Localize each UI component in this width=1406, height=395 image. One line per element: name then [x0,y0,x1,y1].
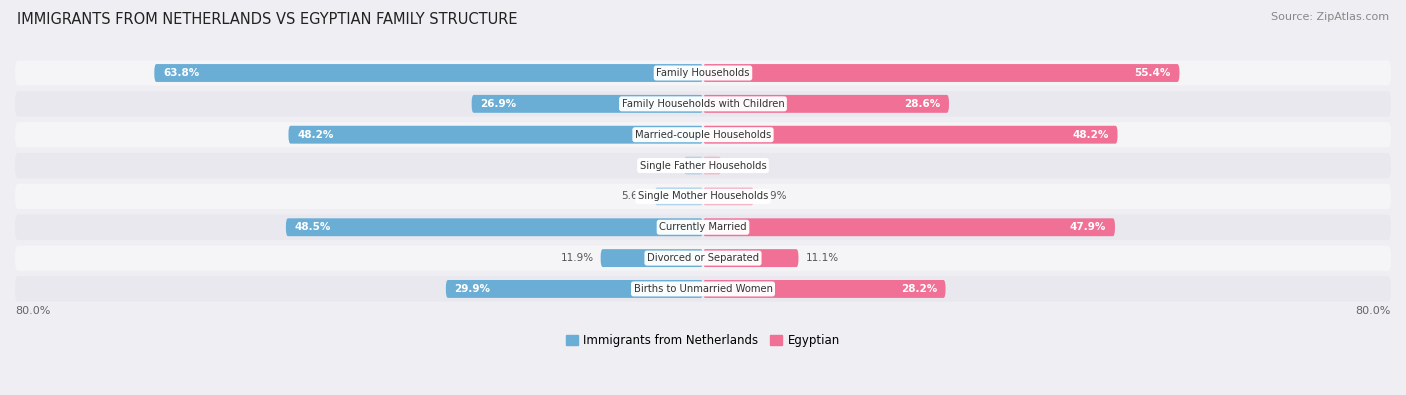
FancyBboxPatch shape [471,95,703,113]
FancyBboxPatch shape [285,218,703,236]
Text: Married-couple Households: Married-couple Households [636,130,770,140]
FancyBboxPatch shape [685,156,703,175]
Text: Single Mother Households: Single Mother Households [638,192,768,201]
Text: 48.2%: 48.2% [297,130,333,140]
Text: Divorced or Separated: Divorced or Separated [647,253,759,263]
FancyBboxPatch shape [15,91,1391,117]
Legend: Immigrants from Netherlands, Egyptian: Immigrants from Netherlands, Egyptian [565,334,841,347]
Text: 5.9%: 5.9% [761,192,787,201]
FancyBboxPatch shape [288,126,703,144]
Text: 2.1%: 2.1% [728,160,755,171]
Text: Births to Unmarried Women: Births to Unmarried Women [634,284,772,294]
FancyBboxPatch shape [703,218,1115,236]
FancyBboxPatch shape [703,126,1118,144]
Text: IMMIGRANTS FROM NETHERLANDS VS EGYPTIAN FAMILY STRUCTURE: IMMIGRANTS FROM NETHERLANDS VS EGYPTIAN … [17,12,517,27]
FancyBboxPatch shape [703,249,799,267]
FancyBboxPatch shape [703,280,945,298]
FancyBboxPatch shape [15,214,1391,240]
FancyBboxPatch shape [703,156,721,175]
Text: Family Households with Children: Family Households with Children [621,99,785,109]
Text: 29.9%: 29.9% [454,284,491,294]
Text: Single Father Households: Single Father Households [640,160,766,171]
FancyBboxPatch shape [15,60,1391,86]
Text: 26.9%: 26.9% [481,99,516,109]
FancyBboxPatch shape [15,122,1391,147]
FancyBboxPatch shape [15,276,1391,302]
FancyBboxPatch shape [15,153,1391,178]
FancyBboxPatch shape [446,280,703,298]
Text: 28.2%: 28.2% [901,284,936,294]
Text: Family Households: Family Households [657,68,749,78]
Text: 5.6%: 5.6% [621,192,648,201]
Text: 48.5%: 48.5% [294,222,330,232]
Text: 48.2%: 48.2% [1073,130,1109,140]
FancyBboxPatch shape [703,64,1180,82]
Text: Currently Married: Currently Married [659,222,747,232]
Text: Source: ZipAtlas.com: Source: ZipAtlas.com [1271,12,1389,22]
FancyBboxPatch shape [703,95,949,113]
FancyBboxPatch shape [655,188,703,205]
Text: 11.9%: 11.9% [561,253,593,263]
Text: 80.0%: 80.0% [1355,306,1391,316]
Text: 55.4%: 55.4% [1135,68,1171,78]
Text: 28.6%: 28.6% [904,99,941,109]
Text: 11.1%: 11.1% [806,253,838,263]
Text: 47.9%: 47.9% [1070,222,1107,232]
FancyBboxPatch shape [15,245,1391,271]
FancyBboxPatch shape [15,184,1391,209]
Text: 80.0%: 80.0% [15,306,51,316]
Text: 63.8%: 63.8% [163,68,200,78]
Text: 2.2%: 2.2% [651,160,678,171]
FancyBboxPatch shape [600,249,703,267]
FancyBboxPatch shape [703,188,754,205]
FancyBboxPatch shape [155,64,703,82]
